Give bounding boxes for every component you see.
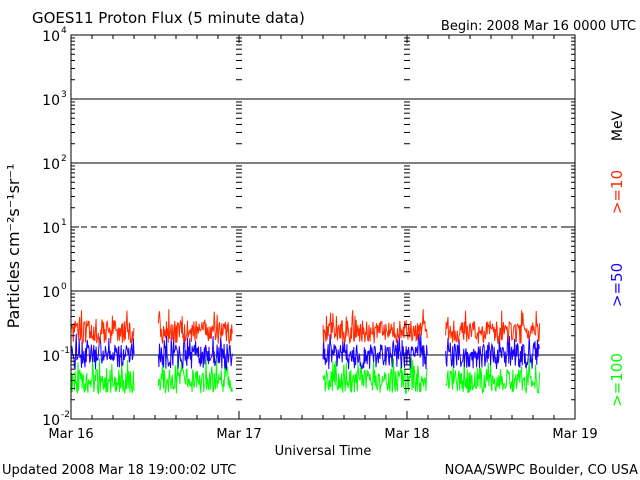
series-line: [157, 358, 233, 394]
series-line: [445, 333, 541, 370]
series-line: [445, 358, 541, 395]
series-line: [445, 310, 541, 344]
series-line: [70, 358, 135, 396]
x-tick-labels: Mar 16 Mar 17 Mar 18 Mar 19: [48, 427, 597, 442]
y-tick-exponent: 1: [61, 218, 67, 228]
y-tick-label: 10: [42, 285, 60, 301]
x-tick-label: Mar 16: [48, 427, 93, 442]
series-line: [70, 310, 135, 346]
y-axis-label: Particles cm⁻²s⁻¹sr⁻¹: [4, 164, 23, 329]
y-tick-label: 10: [42, 221, 60, 237]
series-line: [322, 358, 428, 395]
legend-entry: >=50: [608, 263, 626, 307]
legend-entry: >=10: [608, 170, 626, 214]
series-layer: [70, 309, 541, 396]
y-tick-exponent: 3: [61, 90, 67, 100]
y-tick-label: 10: [42, 29, 60, 45]
y-tick-label: 10: [42, 93, 60, 109]
legend-entry: >=100: [608, 353, 626, 407]
y-tick-exponent: 2: [61, 154, 67, 164]
series-line: [157, 332, 233, 371]
series-line: [70, 333, 135, 370]
x-axis-label: Universal Time: [275, 444, 372, 459]
series-line: [322, 309, 428, 345]
y-tick-label: 10: [42, 413, 60, 429]
y-tick-exponent: -1: [61, 346, 70, 356]
plot-frame: [70, 34, 576, 420]
legend-unit: MeV: [610, 110, 626, 141]
chart-title: GOES11 Proton Flux (5 minute data): [32, 9, 305, 27]
grid-lines: [71, 98, 575, 356]
series-line: [157, 309, 233, 346]
y-tick-exponent: 0: [61, 282, 67, 292]
y-tick-label: 10: [42, 157, 60, 173]
legend: MeV >=10 >=50 >=100: [608, 110, 626, 406]
x-tick-label: Mar 19: [552, 427, 597, 442]
begin-label: Begin: 2008 Mar 16 0000 UTC: [441, 19, 636, 34]
axis-ticks: [70, 34, 576, 420]
footer-source: NOAA/SWPC Boulder, CO USA: [445, 463, 638, 478]
footer-updated: Updated 2008 Mar 18 19:00:02 UTC: [2, 463, 236, 478]
y-tick-exponent: 4: [61, 26, 67, 36]
x-tick-label: Mar 18: [384, 427, 429, 442]
y-tick-label: 10: [42, 349, 60, 365]
y-tick-exponent: -2: [61, 410, 70, 420]
x-tick-label: Mar 17: [216, 427, 261, 442]
